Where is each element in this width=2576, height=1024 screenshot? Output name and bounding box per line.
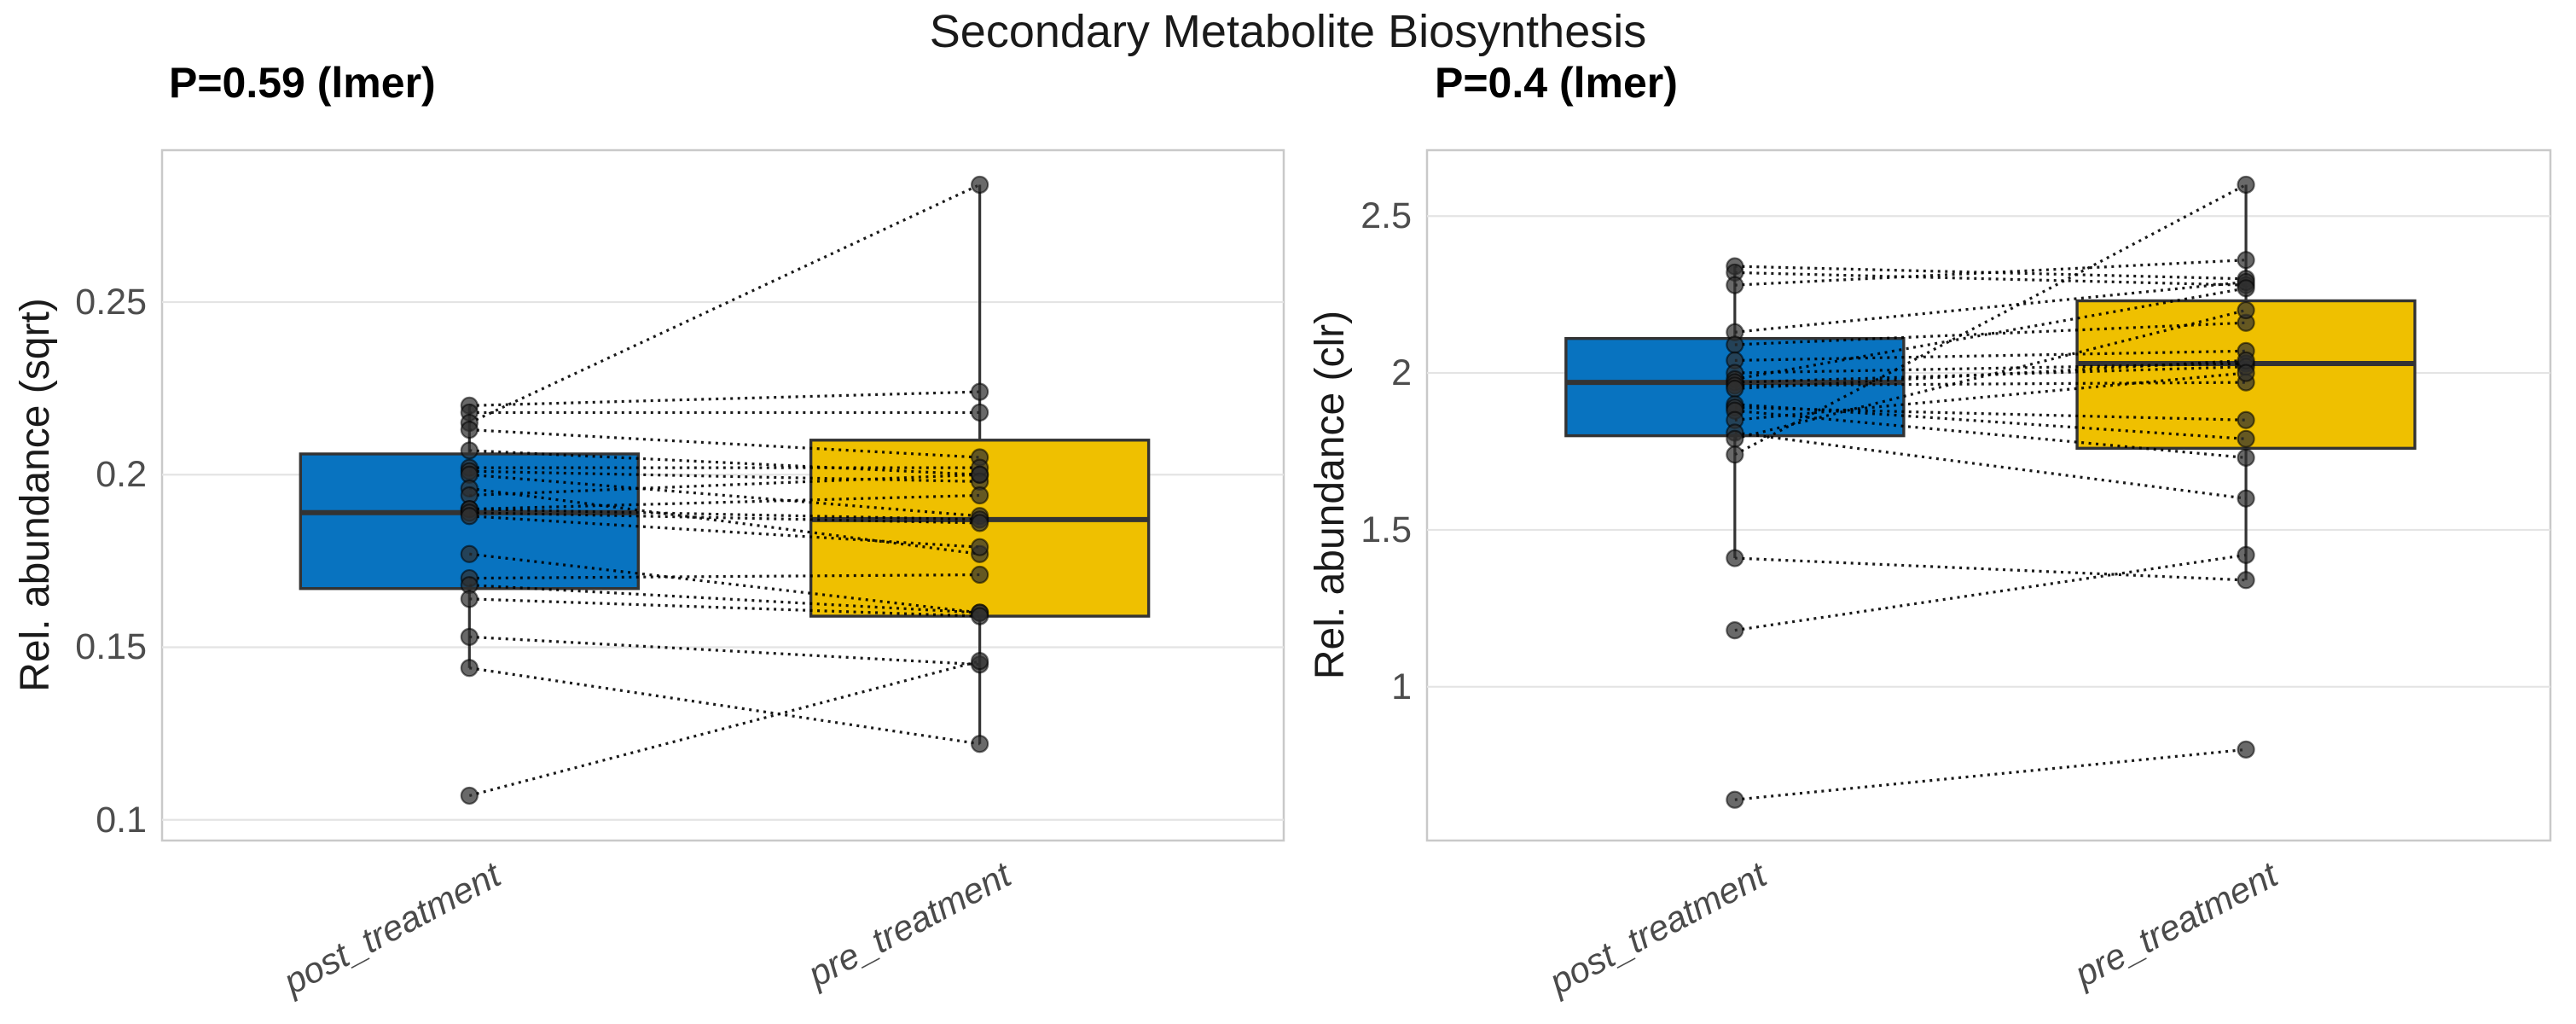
pair-line bbox=[469, 493, 980, 511]
y-tick-label: 0.15 bbox=[75, 626, 147, 668]
data-point bbox=[2237, 251, 2255, 270]
data-point bbox=[2237, 545, 2255, 564]
pair-line bbox=[469, 552, 980, 614]
data-point bbox=[2237, 489, 2255, 508]
data-point bbox=[971, 735, 989, 753]
pair-line bbox=[1734, 403, 2247, 440]
y-tick-label: 0.2 bbox=[96, 454, 147, 496]
pair-line bbox=[469, 635, 980, 666]
pair-line bbox=[1734, 362, 2247, 375]
pair-line bbox=[1734, 280, 2247, 334]
y-tick-label: 1 bbox=[1391, 666, 1412, 707]
pair-line bbox=[469, 486, 980, 556]
data-point bbox=[2237, 175, 2255, 195]
pair-line bbox=[1734, 259, 2247, 287]
left-panel-subtitle: P=0.59 (lmer) bbox=[169, 59, 436, 107]
data-point bbox=[2237, 571, 2255, 590]
data-point bbox=[1726, 335, 1744, 354]
y-tick-label: 2.5 bbox=[1361, 195, 1412, 237]
pair-line bbox=[1734, 405, 2247, 422]
data-point bbox=[971, 565, 989, 585]
data-point bbox=[1726, 790, 1744, 809]
data-point bbox=[460, 421, 479, 439]
pair-line bbox=[469, 449, 980, 476]
data-point bbox=[2237, 364, 2255, 382]
pair-line bbox=[1734, 349, 2247, 362]
pair-line bbox=[1734, 381, 2247, 387]
pair-line bbox=[469, 515, 980, 549]
data-point bbox=[971, 175, 989, 195]
data-point bbox=[971, 514, 989, 532]
data-point bbox=[2237, 410, 2255, 429]
data-point bbox=[2237, 448, 2255, 467]
data-point bbox=[1726, 276, 1744, 294]
pair-line bbox=[469, 511, 980, 525]
pair-line bbox=[1734, 271, 2247, 287]
data-point bbox=[460, 627, 479, 646]
pair-line bbox=[469, 597, 980, 618]
data-point bbox=[1726, 549, 1744, 567]
pair-line bbox=[469, 473, 980, 497]
pair-line bbox=[469, 573, 980, 580]
pair-line bbox=[469, 428, 980, 459]
pair-line bbox=[1734, 556, 2247, 582]
data-point bbox=[971, 382, 989, 401]
data-point bbox=[971, 403, 989, 422]
data-point bbox=[2237, 300, 2255, 320]
pair-line bbox=[469, 473, 980, 518]
y-tick-label: 0.1 bbox=[96, 799, 147, 841]
data-point bbox=[1726, 429, 1744, 448]
data-point bbox=[460, 786, 479, 806]
pair-line bbox=[469, 584, 980, 614]
pair-line bbox=[468, 660, 981, 797]
pair-line bbox=[1734, 748, 2247, 801]
data-point bbox=[2237, 279, 2255, 298]
data-point bbox=[1726, 379, 1744, 399]
pair-line bbox=[1734, 183, 2247, 457]
data-point bbox=[460, 659, 479, 678]
data-point bbox=[971, 607, 989, 625]
pair-line bbox=[469, 508, 980, 521]
data-point bbox=[971, 538, 989, 556]
data-point bbox=[971, 465, 989, 484]
data-point bbox=[460, 590, 479, 608]
pair-line bbox=[1734, 308, 2247, 440]
chart-title: Secondary Metabolite Biosynthesis bbox=[929, 6, 1647, 57]
data-point bbox=[1726, 445, 1744, 464]
y-tick-label: 0.25 bbox=[75, 281, 147, 323]
pair-line bbox=[469, 390, 980, 407]
right-panel-subtitle: P=0.4 (lmer) bbox=[1435, 59, 1678, 107]
data-point bbox=[2237, 740, 2255, 759]
pair-line bbox=[1734, 321, 2247, 346]
data-point bbox=[460, 507, 479, 526]
y-tick-label: 2 bbox=[1391, 352, 1412, 394]
data-point bbox=[971, 652, 989, 671]
pair-line bbox=[469, 666, 980, 746]
data-point bbox=[2237, 429, 2255, 448]
data-point bbox=[971, 486, 989, 505]
data-point bbox=[460, 441, 479, 460]
pair-line bbox=[469, 469, 980, 483]
y-tick-label: 1.5 bbox=[1361, 509, 1412, 550]
data-point bbox=[1726, 621, 1744, 640]
panel-background bbox=[1425, 148, 2552, 842]
pair-line bbox=[1734, 431, 2247, 500]
data-point bbox=[460, 544, 479, 563]
